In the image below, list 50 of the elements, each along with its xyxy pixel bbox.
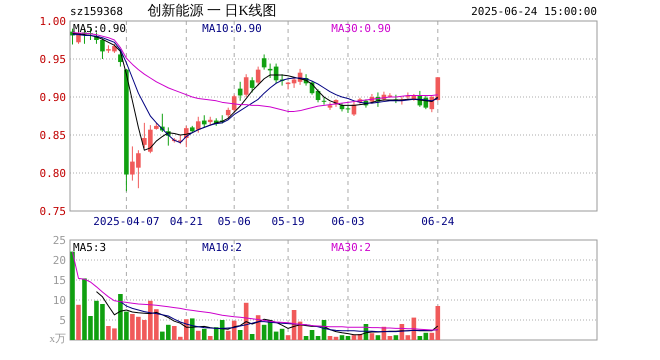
chart-title: 创新能源 一 日K线图 — [147, 3, 277, 19]
text: 2025-06-24 15:00:00 — [471, 5, 597, 18]
y-tick-label: 20 — [52, 254, 66, 267]
candlestick — [352, 101, 356, 116]
line-series — [96, 291, 438, 336]
text: sz159368 — [70, 5, 123, 18]
y-tick-label: 25 — [52, 234, 66, 247]
candlestick — [238, 81, 242, 102]
y-tick-label: 1.00 — [40, 15, 66, 28]
y-tick-label: 0.75 — [40, 205, 66, 218]
candlestick — [250, 76, 254, 93]
series-label: MA5:0.90 — [73, 22, 126, 35]
bar — [202, 328, 207, 340]
text: MA5:3 — [73, 241, 106, 254]
y-tick-label: 0.95 — [40, 53, 66, 66]
bar — [70, 252, 75, 340]
y-tick-label: 0.85 — [40, 129, 66, 142]
bar — [376, 335, 380, 340]
candlestick — [226, 107, 231, 118]
bar — [394, 335, 398, 340]
line-series — [120, 301, 438, 332]
bar — [370, 333, 374, 340]
candlestick — [256, 66, 260, 86]
bar — [196, 330, 201, 340]
x-tick-label: 05-06 — [218, 215, 251, 228]
x-tick-label: 06-03 — [331, 215, 365, 228]
candlestick — [244, 74, 248, 98]
bar — [250, 334, 254, 340]
y-tick-label: 0.90 — [40, 91, 66, 104]
x-tick-label: 2025-04-07 — [93, 215, 160, 228]
text: MA10:0.90 — [202, 22, 262, 35]
y-tick-label: 10 — [52, 294, 66, 307]
y-tick-label: 15 — [52, 274, 66, 287]
candlestick — [100, 38, 105, 60]
x-tick-label: 05-19 — [272, 215, 305, 228]
text: MA30:0.90 — [331, 22, 391, 35]
y-tick-label: 5 — [59, 314, 66, 327]
y-axis-title: x万 — [50, 333, 66, 345]
bar — [76, 304, 81, 340]
x-tick-label: 04-21 — [170, 215, 203, 228]
candlestick — [202, 114, 207, 128]
candlestick — [232, 94, 236, 112]
x-tick-label: 06-24 — [421, 215, 455, 228]
y-tick-label: 0.80 — [40, 167, 66, 180]
line-series — [72, 252, 438, 330]
candlestick — [262, 54, 266, 70]
text: MA30:2 — [331, 241, 371, 254]
text: MA10:2 — [202, 241, 242, 254]
bar — [238, 330, 242, 340]
bar — [208, 336, 213, 340]
